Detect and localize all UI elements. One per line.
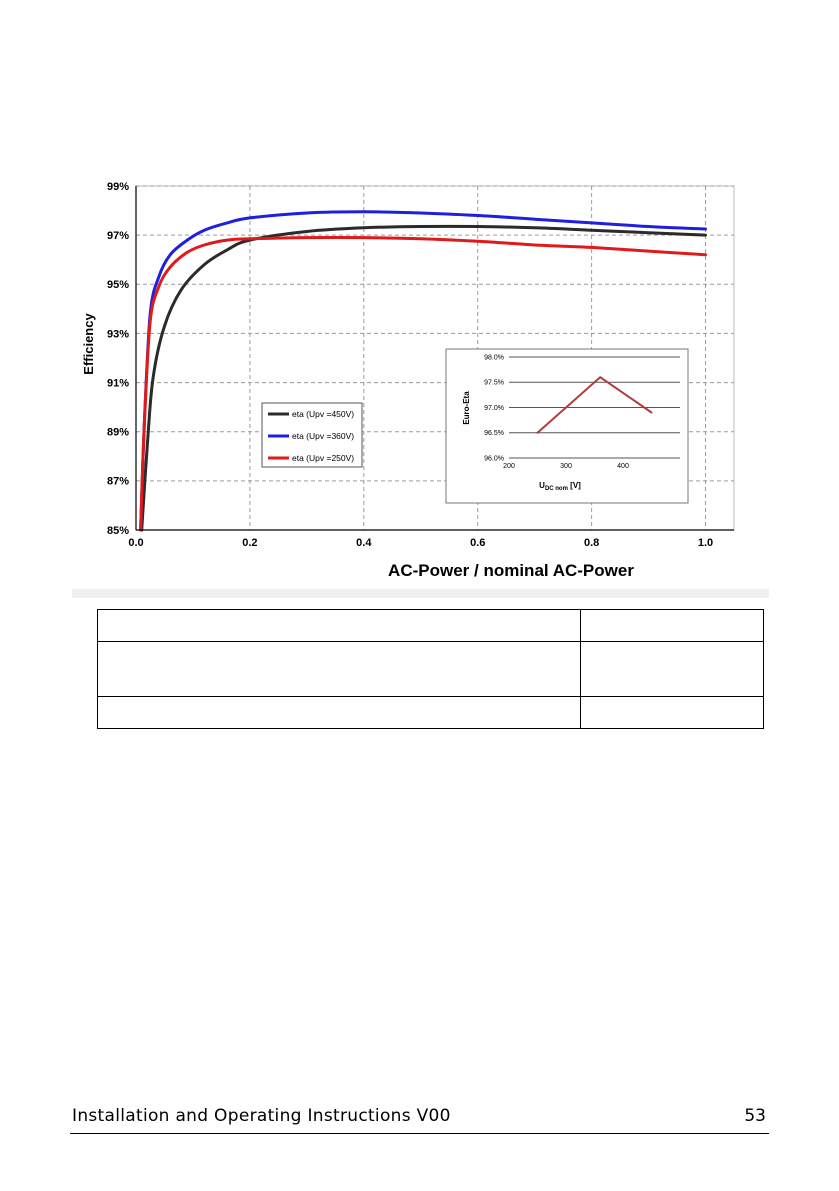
legend-label-250v: eta (Upv =250V)	[292, 453, 354, 463]
y-tick-label: 97%	[107, 230, 129, 242]
inset-x-axis-title: UDC nom [V]	[539, 481, 581, 492]
table-cell	[97, 609, 581, 642]
series-line-2	[139, 235, 707, 532]
x-tick-label: 200	[503, 463, 515, 470]
y-tick-label: 87%	[107, 476, 129, 488]
legend: eta (Upv =450V) eta (Upv =360V) eta (Upv…	[261, 402, 363, 468]
y-tick-label: 96.0%	[484, 455, 504, 462]
y-tick-label: 98.0%	[484, 354, 504, 361]
inset-chart: 96.0% 96.5% 97.0% 97.5% 98.0% 200 300 400 Euro…	[445, 348, 689, 504]
x-axis-title: AC-Power / nominal AC-Power	[388, 561, 634, 580]
table-cell	[580, 641, 764, 697]
y-tick-label: 99%	[107, 181, 129, 193]
main-y-tick-labels: 85% 87% 89% 91% 93% 95% 97% 99%	[107, 181, 129, 537]
inset-y-tick-labels: 96.0% 96.5% 97.0% 97.5% 98.0%	[484, 354, 504, 462]
x-tick-label: 0.8	[584, 537, 599, 549]
table-row	[97, 609, 764, 642]
table-cell	[580, 696, 764, 729]
y-tick-label: 97.0%	[484, 405, 504, 412]
x-tick-label: 400	[617, 463, 629, 470]
chart-bottom-band	[72, 589, 769, 598]
y-tick-label: 91%	[107, 377, 129, 389]
spec-table	[97, 609, 764, 729]
inset-series-group	[536, 376, 653, 434]
y-tick-label: 95%	[107, 279, 129, 291]
table-row	[97, 641, 764, 697]
x-tick-label: 300	[560, 463, 572, 470]
main-x-tick-labels: 0.0 0.2 0.4 0.6 0.8 1.0	[128, 537, 713, 549]
x-tick-label: 1.0	[698, 537, 713, 549]
footer-document-title: Installation and Operating Instructions …	[72, 1106, 451, 1126]
y-axis-title: Efficiency	[81, 313, 96, 375]
x-tick-label: 0.2	[242, 537, 257, 549]
table-cell	[580, 609, 764, 642]
footer-page-number: 53	[744, 1106, 766, 1126]
x-tick-label: 0.0	[128, 537, 143, 549]
legend-label-450v: eta (Upv =450V)	[292, 409, 354, 419]
table-cell	[97, 641, 581, 697]
efficiency-chart: 85% 87% 89% 91% 93% 95% 97% 99% 0.0 0.2 0.4 0.6 0.8…	[81, 181, 735, 580]
inset-y-axis-title: Euro-Eta	[462, 391, 471, 425]
y-tick-label: 89%	[107, 427, 129, 439]
x-tick-label: 0.6	[470, 537, 485, 549]
y-tick-label: 85%	[107, 525, 129, 537]
table-cell	[97, 696, 581, 729]
y-tick-label: 96.5%	[484, 430, 504, 437]
main-series-group	[139, 210, 707, 532]
inset-x-tick-labels: 200 300 400	[503, 463, 629, 470]
legend-label-360v: eta (Upv =360V)	[292, 431, 354, 441]
x-tick-label: 0.4	[356, 537, 372, 549]
table-row	[97, 696, 764, 729]
footer-divider	[70, 1133, 769, 1134]
y-tick-label: 93%	[107, 328, 129, 340]
y-tick-label: 97.5%	[484, 380, 504, 387]
series-line-0	[536, 376, 653, 434]
